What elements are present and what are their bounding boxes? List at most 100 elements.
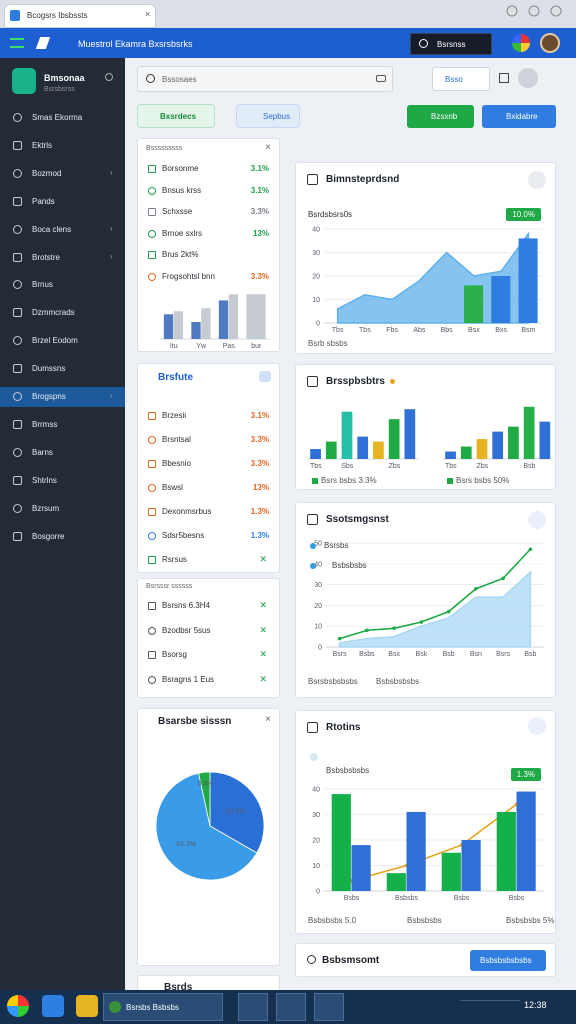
sidebar-item[interactable]: Pands bbox=[32, 196, 55, 206]
bar bbox=[386, 873, 406, 891]
row-label[interactable]: Schxsse bbox=[162, 207, 193, 216]
footer: Bsbsbsbs 5% bbox=[506, 916, 555, 925]
sidebar-item[interactable]: Brnus bbox=[32, 280, 53, 290]
bar bbox=[464, 285, 484, 323]
sidebar-item[interactable]: Brotstre bbox=[32, 252, 61, 262]
x-tick-label: Bsb bbox=[524, 651, 536, 658]
x-tick-label: Tbs bbox=[445, 463, 457, 470]
bar bbox=[173, 311, 184, 339]
sidebar-icon bbox=[13, 224, 22, 234]
card-action[interactable] bbox=[528, 717, 546, 735]
card: Bsssssssss × Borsonme 3.1% Bnsus krss 3.1% Sch… bbox=[137, 138, 280, 352]
y-tick-label: 20 bbox=[312, 274, 320, 281]
task-icon[interactable] bbox=[314, 993, 344, 1021]
y-tick-label: 40 bbox=[314, 561, 322, 568]
row-label[interactable]: Brsntsal bbox=[162, 435, 191, 444]
x-tick-label: Bsbs bbox=[344, 895, 360, 902]
task-window[interactable]: Bsrsbs Bsbsbs bbox=[103, 993, 223, 1021]
y-tick-label: 10 bbox=[312, 863, 320, 870]
card-title-dot bbox=[390, 379, 395, 384]
pie-slice bbox=[198, 771, 211, 827]
sidebar-item[interactable]: Brzel Eodom bbox=[32, 336, 78, 346]
row-label[interactable]: Bbesnio bbox=[162, 459, 191, 468]
sidebar-icon bbox=[13, 140, 22, 150]
menu-icon[interactable] bbox=[10, 38, 24, 48]
row-label[interactable]: Dexonmsrbus bbox=[162, 507, 212, 516]
card-action[interactable] bbox=[528, 171, 546, 189]
search-box[interactable]: Bssosaes bbox=[137, 66, 393, 92]
button[interactable]: Bsbsbsbsbsbs bbox=[470, 950, 546, 971]
task-icon[interactable] bbox=[76, 995, 98, 1017]
point bbox=[337, 636, 342, 641]
secondary-button[interactable]: Bxidabre bbox=[482, 105, 556, 128]
sidebar-item[interactable]: Bzrsum bbox=[32, 503, 60, 513]
row-label[interactable]: Bswsl bbox=[162, 483, 183, 492]
row-label[interactable]: Bzodbsr 5sus bbox=[162, 625, 211, 635]
x-tick-label: Bsk bbox=[416, 651, 428, 658]
sidebar-item[interactable]: Dumssns bbox=[32, 364, 66, 374]
row-label[interactable]: Brnoe sxlrs bbox=[162, 228, 203, 238]
select[interactable]: Bsso bbox=[432, 67, 490, 91]
tab-pill[interactable]: Sepbus bbox=[236, 104, 300, 128]
start[interactable] bbox=[7, 995, 29, 1017]
pie-chart: 33.3% 63.3% 3.4% bbox=[155, 771, 265, 881]
primary-button[interactable]: Bzsxnb bbox=[407, 105, 474, 128]
x-tick-label: Tbs bbox=[310, 463, 322, 470]
row-label[interactable]: Brus 2kt% bbox=[162, 250, 199, 259]
row-label[interactable]: Brzesii bbox=[162, 411, 187, 420]
task-icon[interactable] bbox=[42, 995, 64, 1017]
row-icon bbox=[148, 208, 156, 216]
filter-pill[interactable]: Bxsrdecs bbox=[137, 104, 215, 128]
row-value: 1.3% bbox=[250, 507, 269, 516]
row-icon bbox=[148, 186, 156, 195]
card-title: Rtotins bbox=[326, 722, 361, 733]
tab-close: × bbox=[145, 9, 151, 19]
sidebar-item[interactable]: Barns bbox=[32, 447, 53, 457]
row-label[interactable]: Bsorsg bbox=[162, 650, 187, 659]
tab[interactable]: Bcogsrs Ibsbssts × bbox=[4, 4, 156, 28]
row-icon bbox=[148, 251, 156, 259]
sidebar-item[interactable]: Boca clens bbox=[32, 224, 72, 234]
user-avatar bbox=[518, 68, 538, 88]
card-title: Ssotsmgsnst bbox=[326, 514, 389, 525]
sidebar-item[interactable]: Shtrlns bbox=[32, 475, 57, 485]
sidebar-item[interactable]: Dzmmcrads bbox=[32, 308, 75, 318]
window-button bbox=[528, 5, 540, 17]
close[interactable]: × bbox=[265, 142, 271, 153]
bar bbox=[496, 811, 516, 891]
row-icon bbox=[148, 165, 156, 173]
bar-chart: Tbs Sbs Zbs bbox=[308, 409, 418, 470]
row-label[interactable]: Frogsohtsl bnn bbox=[162, 271, 215, 281]
point bbox=[365, 628, 369, 633]
y-tick-label: 50 bbox=[314, 541, 322, 548]
sidebar-item[interactable]: Bosgorre bbox=[32, 531, 65, 541]
row-label[interactable]: Rsrsus bbox=[162, 555, 187, 564]
sidebar-item[interactable]: Brogspns bbox=[32, 392, 66, 401]
task-icon[interactable] bbox=[276, 993, 306, 1021]
close[interactable]: × bbox=[265, 714, 271, 725]
task-icon[interactable] bbox=[238, 993, 268, 1021]
row-icon bbox=[148, 556, 156, 564]
x-tick-label: Bsn bbox=[470, 651, 482, 658]
card-action[interactable] bbox=[528, 511, 546, 529]
sidebar-item[interactable]: Smas Ekorma bbox=[32, 113, 83, 122]
bar bbox=[325, 441, 337, 459]
card: Ssotsmgsnst 0 10 20 30 40 50 Bsrs Bsbs Bsx Bsk Bsb B… bbox=[295, 502, 556, 698]
brand-name: Bmsonaa bbox=[44, 73, 85, 83]
row-icon bbox=[148, 602, 156, 610]
row-label[interactable]: Sdsr5besns bbox=[162, 531, 205, 540]
sidebar-item[interactable]: Brrmss bbox=[32, 419, 58, 429]
account-box[interactable]: Bsrsnss bbox=[410, 33, 492, 55]
row-label[interactable]: Bsrsns 6.3H4 bbox=[162, 601, 211, 610]
icon-button[interactable] bbox=[499, 73, 509, 83]
card: Bimnsteprdsnd Bsrdsbsrs0s 10.0% 0 10 20 30 40 Tb… bbox=[295, 162, 556, 354]
card-icon bbox=[259, 371, 271, 382]
row-label[interactable]: Bnsus krss bbox=[162, 185, 202, 195]
pie-label: 3.4% bbox=[197, 781, 213, 788]
sidebar-item[interactable]: Bozmod bbox=[32, 168, 62, 178]
row-check: ✕ bbox=[259, 624, 267, 635]
row-label[interactable]: Borsonme bbox=[162, 164, 199, 173]
pie-slice bbox=[155, 772, 258, 881]
sidebar-item[interactable]: Ektrls bbox=[32, 140, 52, 150]
row-label[interactable]: Bsragns 1 Eus bbox=[162, 674, 215, 684]
